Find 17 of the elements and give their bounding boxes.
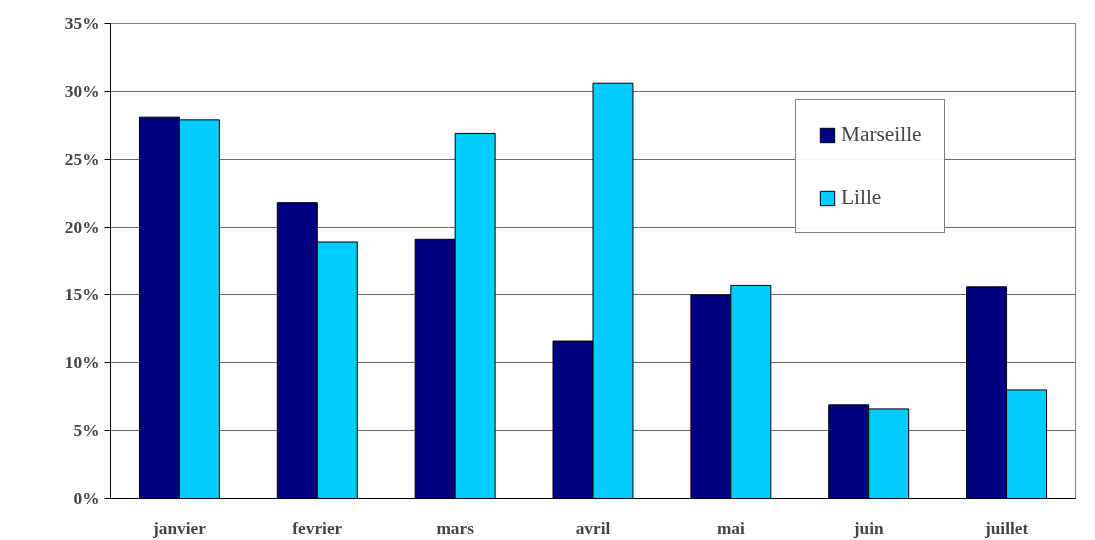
y-tick-label: 15%: [64, 285, 100, 305]
x-tick-label: fevrier: [292, 518, 343, 538]
y-tick-label: 35%: [64, 14, 100, 33]
x-tick-label: janvier: [151, 518, 207, 538]
x-tick-label: juin: [852, 518, 885, 538]
x-tick-label: juillet: [983, 518, 1029, 538]
y-tick-label: 5%: [73, 421, 100, 441]
y-tick-label: 0%: [73, 489, 100, 508]
legend-label: Marseille: [841, 122, 922, 147]
x-tick-label: mars: [436, 518, 475, 538]
y-tick-label: 10%: [64, 353, 100, 373]
y-tick-label: 20%: [64, 217, 100, 237]
y-tick-label: 25%: [64, 149, 100, 169]
y-tick-label: 30%: [64, 81, 100, 101]
legend-label: Lille: [841, 185, 882, 210]
x-tick-label: mai: [716, 518, 745, 538]
x-tick-label: avril: [575, 518, 611, 538]
